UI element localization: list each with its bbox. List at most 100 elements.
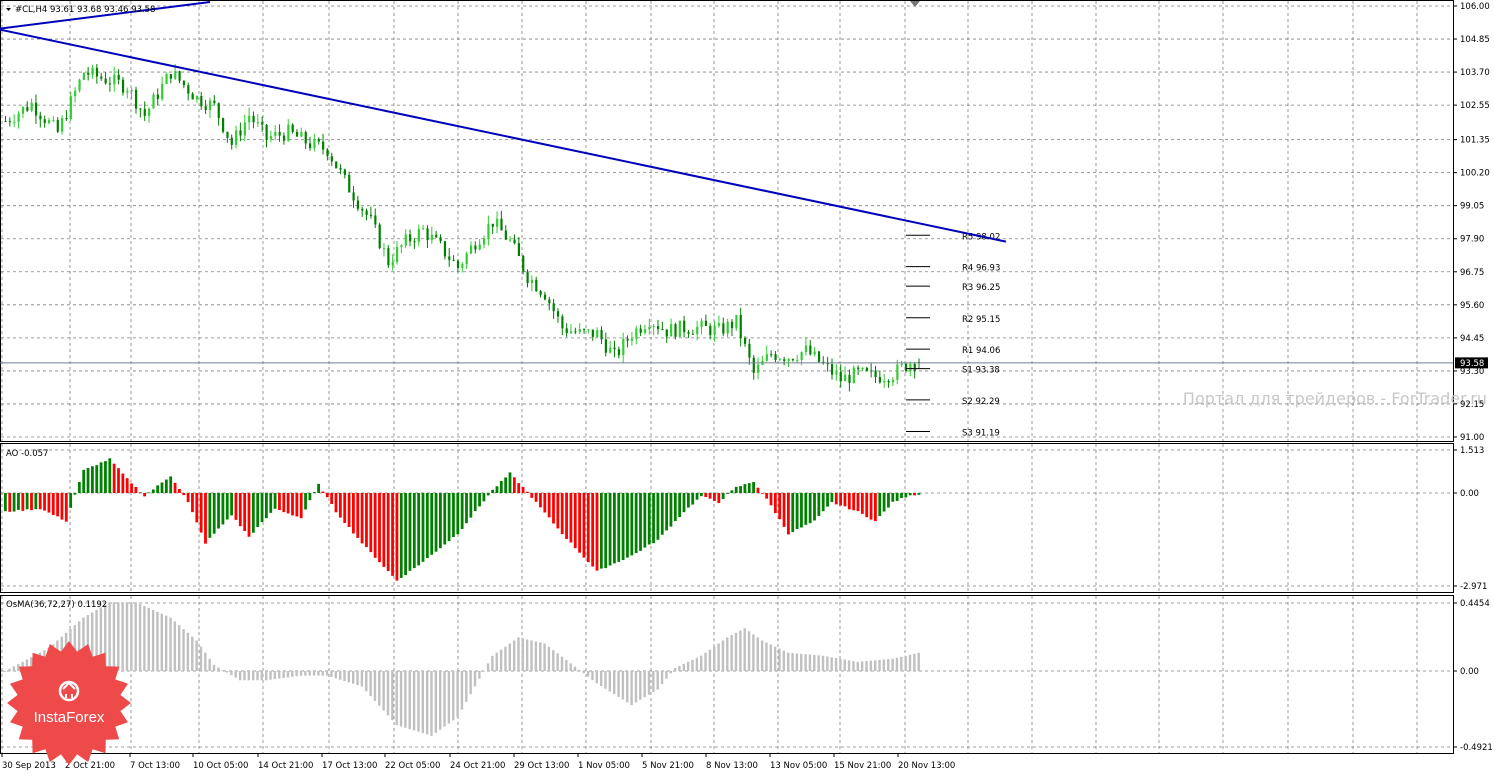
osma-bar — [669, 671, 672, 674]
ao-bar — [378, 493, 381, 563]
ao-bar — [465, 493, 468, 524]
ao-bar — [874, 493, 877, 522]
ao-bar — [913, 493, 916, 496]
candle-body — [300, 132, 303, 137]
ao-bar — [847, 493, 851, 510]
osma-bar — [543, 643, 546, 671]
osma-bar — [108, 602, 111, 671]
ao-bar — [125, 478, 129, 493]
ao-bar — [630, 493, 634, 556]
ao-bar — [17, 493, 20, 510]
candle-body — [735, 314, 738, 329]
candle-body — [870, 370, 873, 372]
candle-body — [191, 93, 194, 100]
osma-pane[interactable] — [0, 595, 1454, 754]
osma-bar — [595, 671, 598, 684]
candle-body — [791, 359, 795, 361]
osma-bar — [504, 646, 507, 671]
candle-body — [887, 381, 890, 383]
candle-body — [82, 72, 85, 80]
candle-body — [208, 100, 212, 111]
osma-bar — [352, 671, 355, 684]
osma-bar — [865, 661, 868, 671]
ao-bar — [830, 493, 834, 502]
osma-bar — [269, 671, 272, 680]
ao-bar — [369, 493, 373, 553]
osma-bar — [913, 653, 916, 671]
osma-bar — [617, 671, 620, 697]
osma-bar — [486, 663, 490, 671]
ao-bar — [282, 493, 286, 513]
osma-bar — [643, 671, 646, 698]
osma-bar — [704, 652, 707, 671]
candle-body — [169, 74, 172, 79]
candle-body — [17, 113, 20, 122]
chevron-down-icon[interactable] — [6, 8, 11, 11]
osma-bar — [678, 665, 681, 671]
ao-bar — [499, 480, 503, 493]
pivot-label: R1 94.06 — [962, 346, 1000, 356]
ao-bar — [826, 493, 829, 507]
candle-body — [730, 321, 734, 329]
candle-body — [430, 234, 433, 241]
ao-bar — [191, 493, 194, 513]
osma-bar — [260, 671, 264, 681]
candle-body — [91, 67, 94, 75]
ao-pane[interactable] — [0, 443, 1454, 593]
osma-bar — [630, 671, 633, 705]
ao-bar — [756, 487, 760, 493]
chart-shift-marker[interactable] — [910, 1, 920, 7]
osma-bar — [151, 609, 155, 671]
candle-body — [69, 96, 72, 119]
ao-bar — [695, 493, 699, 500]
candle-body — [552, 303, 555, 312]
candle-body — [100, 76, 103, 79]
trendline-upper[interactable] — [0, 1, 211, 30]
osma-bar — [434, 671, 438, 733]
candle-body — [387, 248, 390, 266]
candle-body — [687, 332, 690, 334]
ao-bar — [82, 469, 86, 493]
candle-body — [304, 132, 307, 144]
trendline[interactable] — [0, 28, 1007, 243]
candle-body — [256, 122, 259, 124]
osma-bar — [308, 671, 311, 676]
osma-bar — [465, 671, 468, 702]
candle-body — [378, 224, 381, 249]
candle-body — [491, 223, 494, 227]
osma-bar — [473, 671, 477, 687]
candle-body — [195, 95, 199, 100]
osma-bar — [191, 636, 194, 671]
ao-bar — [691, 493, 695, 505]
ao-bar — [265, 493, 268, 519]
osma-bar — [917, 652, 920, 671]
candle-body — [744, 337, 747, 344]
candle-body — [326, 149, 329, 157]
osma-bar — [891, 658, 894, 671]
ao-bar — [608, 493, 612, 566]
osma-bar — [621, 671, 625, 700]
ao-bar — [8, 493, 12, 512]
ao-bar — [434, 493, 438, 552]
osma-bar — [778, 648, 781, 671]
candle-body — [909, 363, 912, 372]
osma-bar — [160, 613, 163, 671]
ao-bar — [164, 479, 168, 493]
osma-bar — [147, 608, 150, 671]
osma-bar — [769, 644, 772, 671]
candle-body — [239, 130, 242, 136]
ao-bar — [800, 493, 803, 528]
ao-bar — [95, 465, 99, 493]
ao-bar — [565, 493, 568, 540]
ao-bar — [743, 484, 747, 493]
main-pane[interactable] — [0, 0, 1454, 442]
candle-body — [21, 106, 25, 114]
candle-body — [78, 79, 81, 91]
osma-bar — [560, 656, 564, 671]
osma-bar — [73, 625, 76, 671]
osma-bar — [539, 642, 542, 671]
osma-bar — [852, 661, 855, 671]
candle-body — [274, 131, 277, 137]
